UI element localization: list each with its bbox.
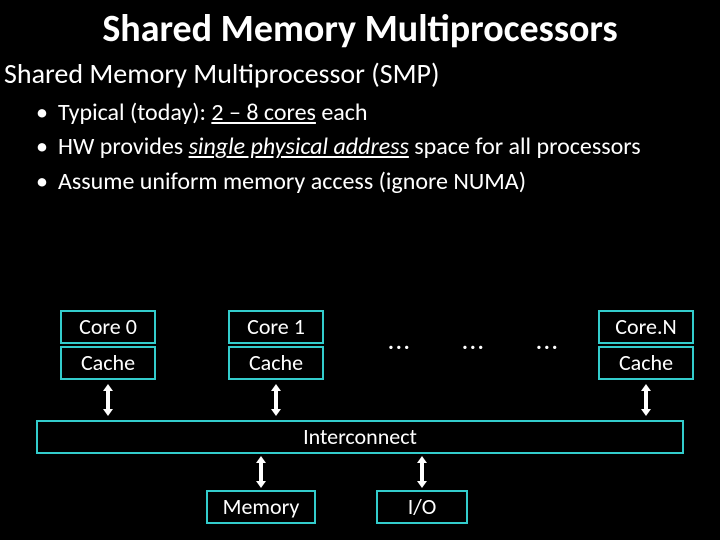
ellipsis-3: ... bbox=[536, 328, 560, 355]
io-box: I/O bbox=[376, 490, 468, 524]
bullet-item-2: HW provides single physical address spac… bbox=[36, 131, 700, 163]
arrow-interconnect-memory bbox=[252, 456, 270, 488]
core-1-box: Core 1 bbox=[228, 310, 324, 344]
double-arrow-icon bbox=[103, 384, 113, 416]
bullet-1-prefix: Typical (today): bbox=[58, 98, 211, 127]
bullet-item-1: Typical (today): 2 – 8 cores each bbox=[36, 97, 700, 129]
smp-diagram: Core 0 Core 1 Core.N ... ... ... Cache C… bbox=[0, 310, 720, 530]
bullet-item-3: Assume uniform memory access (ignore NUM… bbox=[36, 166, 700, 198]
cache-n-box: Cache bbox=[598, 346, 694, 380]
cache-1-box: Cache bbox=[228, 346, 324, 380]
slide: Shared Memory Multiprocessors Shared Mem… bbox=[0, 0, 720, 540]
core-0-box: Core 0 bbox=[60, 310, 156, 344]
arrow-cache1-interconnect bbox=[267, 384, 285, 416]
memory-box: Memory bbox=[206, 490, 316, 524]
bullet-list: Typical (today): 2 – 8 cores each HW pro… bbox=[0, 97, 720, 198]
bullet-1-suffix: each bbox=[316, 98, 368, 127]
bullet-2-suffix: space for all processors bbox=[409, 132, 641, 161]
double-arrow-icon bbox=[256, 456, 266, 488]
cache-0-box: Cache bbox=[60, 346, 156, 380]
double-arrow-icon bbox=[641, 384, 651, 416]
bullet-2-prefix: HW provides bbox=[58, 132, 189, 161]
slide-title: Shared Memory Multiprocessors bbox=[0, 0, 720, 56]
core-n-box: Core.N bbox=[598, 310, 694, 344]
slide-subtitle: Shared Memory Multiprocessor (SMP) bbox=[0, 56, 720, 97]
interconnect-box: Interconnect bbox=[36, 420, 684, 454]
double-arrow-icon bbox=[271, 384, 281, 416]
arrow-cachen-interconnect bbox=[637, 384, 655, 416]
arrow-cache0-interconnect bbox=[99, 384, 117, 416]
ellipsis-2: ... bbox=[462, 328, 486, 355]
ellipsis-1: ... bbox=[388, 328, 412, 355]
double-arrow-icon bbox=[417, 456, 427, 488]
bullet-1-underlined: 2 – 8 cores bbox=[211, 98, 316, 127]
arrow-interconnect-io bbox=[413, 456, 431, 488]
bullet-2-italic: single physical address bbox=[189, 132, 409, 161]
